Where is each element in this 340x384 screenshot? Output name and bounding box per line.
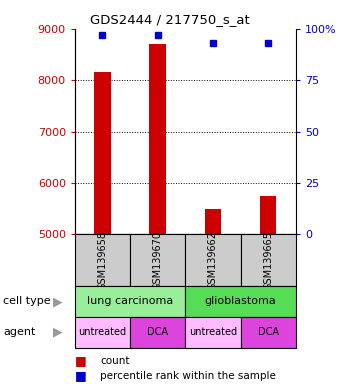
Bar <box>75 317 130 348</box>
Text: ▶: ▶ <box>53 295 63 308</box>
Text: ■: ■ <box>75 369 87 382</box>
Text: GDS2444 / 217750_s_at: GDS2444 / 217750_s_at <box>90 13 250 26</box>
Bar <box>241 317 296 348</box>
Text: ■: ■ <box>75 354 87 367</box>
Bar <box>130 317 185 348</box>
Text: lung carcinoma: lung carcinoma <box>87 296 173 306</box>
Bar <box>149 44 166 234</box>
Text: count: count <box>100 356 130 366</box>
Bar <box>241 234 296 286</box>
Text: GSM139662: GSM139662 <box>208 231 218 290</box>
Bar <box>185 234 241 286</box>
Bar <box>260 196 276 234</box>
Text: GSM139670: GSM139670 <box>153 231 163 290</box>
Text: GSM139658: GSM139658 <box>98 231 107 290</box>
Bar <box>130 234 185 286</box>
Text: untreated: untreated <box>78 327 126 337</box>
Text: ▶: ▶ <box>53 326 63 339</box>
Text: GSM139665: GSM139665 <box>263 231 273 290</box>
Bar <box>185 317 241 348</box>
Bar <box>185 286 296 317</box>
Text: glioblastoma: glioblastoma <box>205 296 276 306</box>
Bar <box>75 234 130 286</box>
Bar <box>205 209 221 234</box>
Bar <box>75 286 185 317</box>
Text: DCA: DCA <box>258 327 279 337</box>
Text: cell type: cell type <box>3 296 51 306</box>
Text: DCA: DCA <box>147 327 168 337</box>
Bar <box>94 73 111 234</box>
Text: untreated: untreated <box>189 327 237 337</box>
Text: agent: agent <box>3 327 36 337</box>
Text: percentile rank within the sample: percentile rank within the sample <box>100 371 276 381</box>
